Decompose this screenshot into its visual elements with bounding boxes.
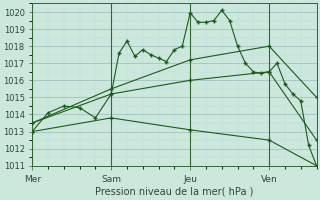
X-axis label: Pression niveau de la mer( hPa ): Pression niveau de la mer( hPa ) [95,187,253,197]
